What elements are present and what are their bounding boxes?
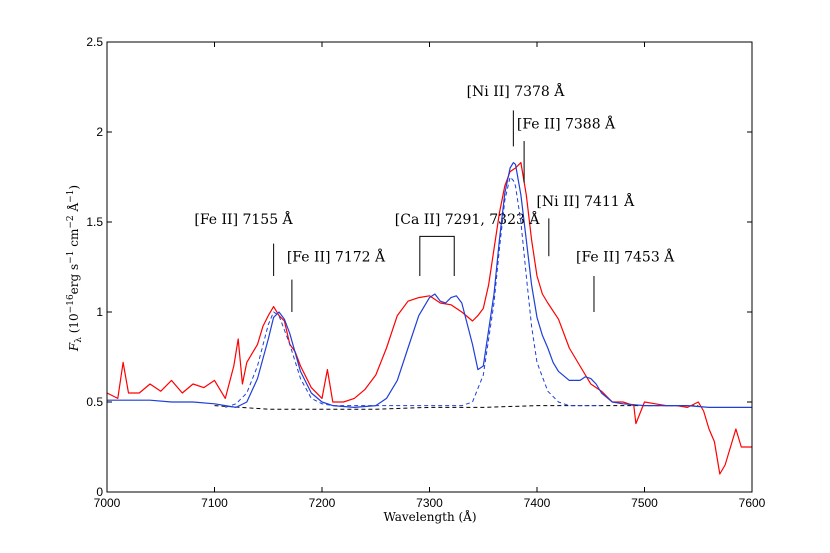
x-tick-label: 7000 (94, 496, 121, 510)
x-tick-label: 7200 (309, 496, 336, 510)
y-axis-unit-close: ) (67, 185, 81, 190)
x-tick-label: 7600 (739, 496, 766, 510)
y-tick-label: 0 (96, 485, 103, 499)
line-id-3-label: [Ca II] 7291, 7323 Å (395, 210, 541, 228)
y-tick-label: 1.5 (86, 215, 103, 229)
line-id-4-label: [Ni II] 7378 Å (467, 82, 566, 100)
model-fit-total-series (107, 162, 752, 408)
line-id-2-label: [Fe II] 7172 Å (287, 248, 386, 266)
x-tick-label: 7300 (416, 496, 443, 510)
y-axis-exp-1: −16 (66, 294, 76, 313)
y-axis-exp-3: −2 (66, 215, 76, 228)
y-tick-label: 2 (96, 125, 103, 139)
line-id-3-marker (419, 235, 455, 276)
y-axis-unit-cm: cm (67, 228, 81, 251)
line-id-5-label: [Fe II] 7388 Å (517, 114, 616, 132)
y-axis-unit-angstrom: Å (66, 203, 81, 216)
x-axis-label: Wavelength (Å) (383, 509, 476, 524)
plot-area (107, 162, 752, 475)
y-axis-unit-erg: erg s (67, 264, 81, 295)
axes-frame (106, 41, 753, 493)
y-axis-unit-open: (10 (67, 313, 81, 337)
y-axis-exp-4: −1 (66, 190, 76, 203)
observed-spectrum-series (107, 162, 752, 475)
line-id-1-label: [Fe II] 7155 Å (194, 210, 293, 228)
line-id-6-label: [Ni II] 7411 Å (536, 192, 635, 210)
x-tick-label: 7100 (201, 496, 228, 510)
continuum-series (214, 405, 699, 410)
line-id-7-label: [Fe II] 7453 Å (576, 248, 675, 266)
y-tick-label: 0.5 (86, 395, 103, 409)
x-tick-label: 7500 (631, 496, 658, 510)
y-tick-label: 2.5 (86, 35, 103, 49)
y-axis-exp-2: −1 (66, 251, 76, 264)
y-axis-label: Fλ (10−16erg s−1 cm−2 Å−1) (66, 185, 84, 352)
y-tick-label: 1 (96, 305, 103, 319)
individual-line-components-series (225, 176, 602, 408)
x-tick-label: 7400 (524, 496, 551, 510)
y-axis-symbol: F (67, 342, 81, 352)
y-axis-symbol-subscript: λ (74, 337, 84, 343)
